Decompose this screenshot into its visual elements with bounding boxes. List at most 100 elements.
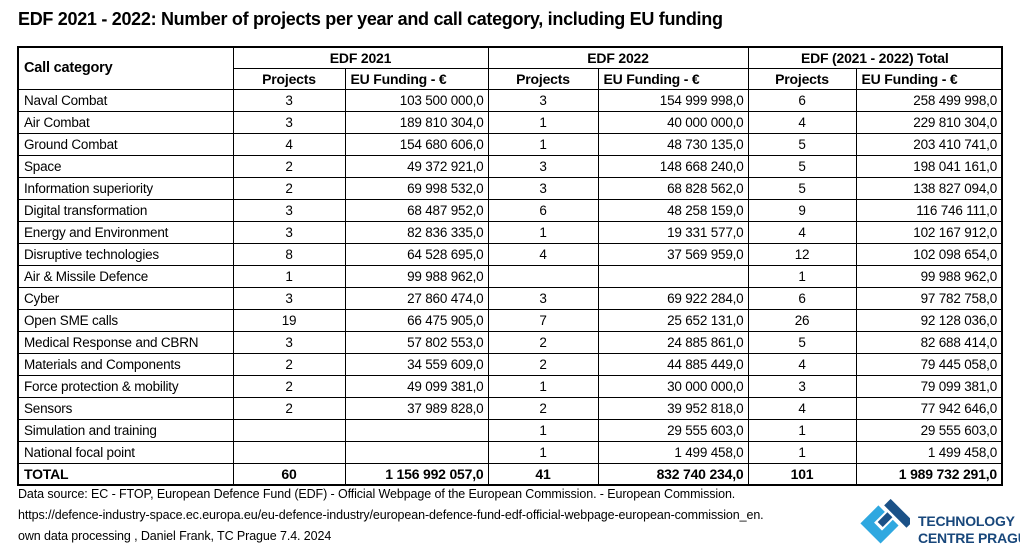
logo-line-1: TECHNOLOGY — [918, 512, 1015, 529]
projects-2022-cell: 2 — [487, 396, 599, 420]
funding-total-cell: 102 167 912,0 — [855, 220, 1003, 244]
total-projects-2022-cell: 41 — [487, 462, 599, 486]
funding-2022-header: EU Funding - € — [597, 67, 749, 90]
projects-2021-cell: 2 — [232, 374, 346, 398]
funding-2022-cell: 44 885 449,0 — [597, 352, 749, 376]
projects-2022-cell: 3 — [487, 176, 599, 200]
funding-total-cell: 203 410 741,0 — [855, 132, 1003, 156]
funding-total-cell: 29 555 603,0 — [855, 418, 1003, 442]
data-source-note: Data source: EC - FTOP, European Defence… — [18, 487, 736, 501]
call-category-cell: Medical Response and CBRN — [17, 330, 234, 354]
funding-2021-cell: 68 487 952,0 — [344, 198, 489, 222]
funding-2022-cell: 48 730 135,0 — [597, 132, 749, 156]
projects-2021-cell: 4 — [232, 132, 346, 156]
funding-2021-cell: 82 836 335,0 — [344, 220, 489, 244]
edf-funding-table: Call category EDF 2021 EDF 2022 EDF (202… — [17, 46, 1004, 486]
logo-line-2: CENTRE PRAGUE — [918, 529, 1020, 546]
projects-2021-cell: 19 — [232, 308, 346, 332]
tc-prague-logo: TECHNOLOGY CENTRE PRAGUE — [854, 498, 1020, 560]
table-body: Naval Combat 3 103 500 000,0 3 154 999 9… — [17, 88, 1003, 464]
funding-total-cell: 79 445 058,0 — [855, 352, 1003, 376]
funding-2022-cell — [597, 264, 749, 288]
funding-2022-cell: 25 652 131,0 — [597, 308, 749, 332]
logo-wordmark: TECHNOLOGY CENTRE PRAGUE — [918, 513, 1020, 547]
edf-funding-table-container: Call category EDF 2021 EDF 2022 EDF (202… — [17, 46, 1004, 486]
projects-total-cell: 3 — [747, 374, 857, 398]
funding-total-cell: 258 499 998,0 — [855, 88, 1003, 112]
table-row: Medical Response and CBRN 3 57 802 553,0… — [17, 330, 1003, 354]
funding-2021-cell — [344, 418, 489, 442]
table-row: Air Combat 3 189 810 304,0 1 40 000 000,… — [17, 110, 1003, 134]
funding-total-cell: 229 810 304,0 — [855, 110, 1003, 134]
source-notes: Data source: EC - FTOP, European Defence… — [18, 484, 764, 547]
funding-2021-cell: 99 988 962,0 — [344, 264, 489, 288]
funding-total-cell: 198 041 161,0 — [855, 154, 1003, 178]
table-row: Naval Combat 3 103 500 000,0 3 154 999 9… — [17, 88, 1003, 112]
table-row: Simulation and training 1 29 555 603,0 1… — [17, 418, 1003, 442]
table-row: Digital transformation 3 68 487 952,0 6 … — [17, 198, 1003, 222]
funding-2021-cell: 154 680 606,0 — [344, 132, 489, 156]
total-funding-cell: 1 989 732 291,0 — [855, 462, 1003, 486]
funding-total-cell: 79 099 381,0 — [855, 374, 1003, 398]
call-category-cell: Simulation and training — [17, 418, 234, 442]
projects-total-cell: 1 — [747, 440, 857, 464]
projects-total-cell: 6 — [747, 88, 857, 112]
funding-2021-cell: 49 099 381,0 — [344, 374, 489, 398]
funding-total-cell: 82 688 414,0 — [855, 330, 1003, 354]
projects-2022-cell: 3 — [487, 154, 599, 178]
funding-2022-cell: 154 999 998,0 — [597, 88, 749, 112]
total-label-cell: TOTAL — [17, 462, 234, 486]
funding-2022-cell: 39 952 818,0 — [597, 396, 749, 420]
funding-2022-cell: 40 000 000,0 — [597, 110, 749, 134]
projects-2021-cell: 8 — [232, 242, 346, 266]
funding-2021-cell: 189 810 304,0 — [344, 110, 489, 134]
table-footer: TOTAL 60 1 156 992 057,0 41 832 740 234,… — [17, 462, 1003, 486]
funding-2022-cell: 29 555 603,0 — [597, 418, 749, 442]
projects-2022-cell: 1 — [487, 374, 599, 398]
group-header-edf-2021: EDF 2021 — [232, 46, 489, 69]
funding-total-header: EU Funding - € — [855, 67, 1003, 90]
projects-2022-cell: 4 — [487, 242, 599, 266]
projects-total-cell: 5 — [747, 330, 857, 354]
projects-2021-cell: 2 — [232, 396, 346, 420]
funding-total-cell: 102 098 654,0 — [855, 242, 1003, 266]
total-funding-2021-cell: 1 156 992 057,0 — [344, 462, 489, 486]
call-category-cell: Air & Missile Defence — [17, 264, 234, 288]
funding-2022-cell: 48 258 159,0 — [597, 198, 749, 222]
projects-total-cell: 5 — [747, 176, 857, 200]
projects-total-cell: 6 — [747, 286, 857, 310]
funding-2021-cell: 34 559 609,0 — [344, 352, 489, 376]
projects-2021-cell: 2 — [232, 352, 346, 376]
source-url: https://defence-industry-space.ec.europa… — [18, 508, 764, 522]
funding-total-cell: 1 499 458,0 — [855, 440, 1003, 464]
projects-2021-cell: 2 — [232, 154, 346, 178]
call-category-cell: Naval Combat — [17, 88, 234, 112]
group-header-edf-total: EDF (2021 - 2022) Total — [747, 46, 1003, 69]
projects-total-cell: 26 — [747, 308, 857, 332]
funding-2022-cell: 24 885 861,0 — [597, 330, 749, 354]
group-header-edf-2022: EDF 2022 — [487, 46, 749, 69]
funding-total-cell: 99 988 962,0 — [855, 264, 1003, 288]
projects-2022-header: Projects — [487, 67, 599, 90]
funding-2022-cell: 1 499 458,0 — [597, 440, 749, 464]
table-header: Call category EDF 2021 EDF 2022 EDF (202… — [17, 46, 1003, 90]
projects-total-cell: 9 — [747, 198, 857, 222]
call-category-cell: Energy and Environment — [17, 220, 234, 244]
funding-2022-cell: 19 331 577,0 — [597, 220, 749, 244]
projects-total-cell: 4 — [747, 220, 857, 244]
projects-2021-cell: 3 — [232, 88, 346, 112]
table-row: Disruptive technologies 8 64 528 695,0 4… — [17, 242, 1003, 266]
funding-2021-cell — [344, 440, 489, 464]
funding-2021-cell: 66 475 905,0 — [344, 308, 489, 332]
funding-2021-cell: 69 998 532,0 — [344, 176, 489, 200]
call-category-cell: Ground Combat — [17, 132, 234, 156]
table-row: Energy and Environment 3 82 836 335,0 1 … — [17, 220, 1003, 244]
projects-2021-cell: 1 — [232, 264, 346, 288]
call-category-cell: Cyber — [17, 286, 234, 310]
processing-note: own data processing , Daniel Frank, TC P… — [18, 529, 332, 543]
total-funding-2022-cell: 832 740 234,0 — [597, 462, 749, 486]
funding-total-cell: 77 942 646,0 — [855, 396, 1003, 420]
projects-total-cell: 5 — [747, 154, 857, 178]
call-category-cell: Sensors — [17, 396, 234, 420]
funding-2021-cell: 103 500 000,0 — [344, 88, 489, 112]
